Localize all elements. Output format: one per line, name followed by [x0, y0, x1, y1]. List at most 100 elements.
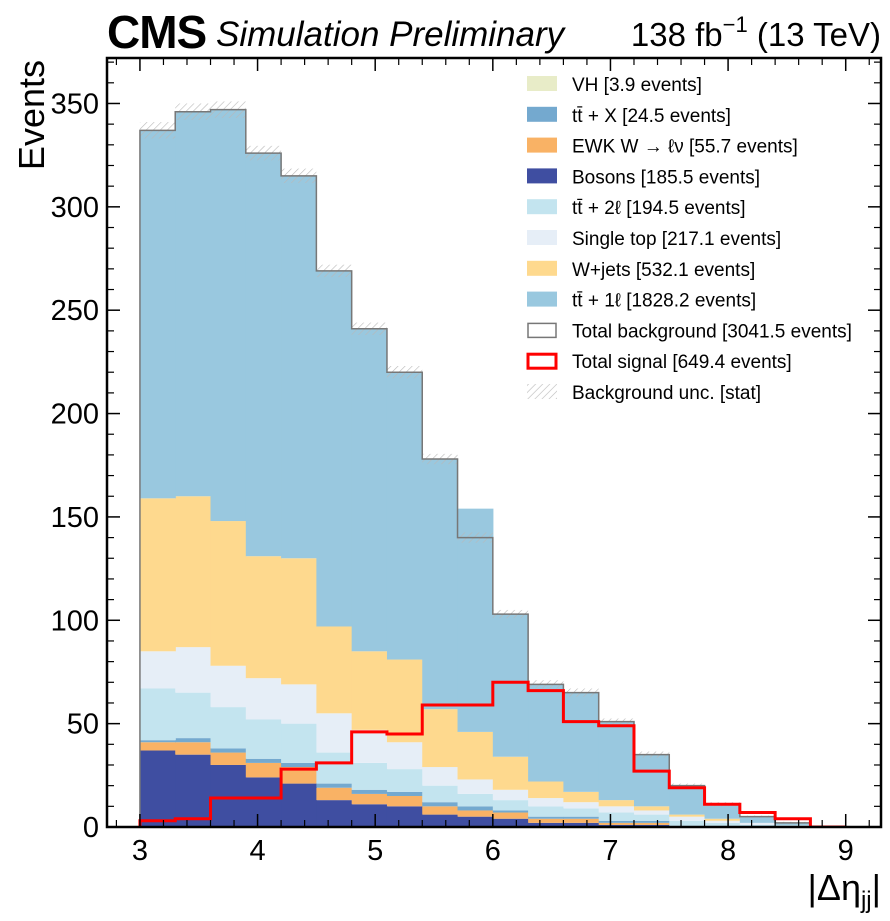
bar-segment: [704, 820, 741, 823]
bar-segment: [139, 130, 176, 499]
bar-segment: [139, 742, 176, 751]
bar-segment: [139, 750, 176, 827]
bar-segment: [598, 800, 635, 807]
bar-segment: [528, 684, 565, 782]
bar-segment: [316, 800, 353, 827]
bar-segment: [457, 816, 494, 827]
bar-segment: [492, 812, 529, 819]
bar-segment: [351, 804, 388, 827]
bar-segment: [633, 754, 670, 807]
bar-segment: [422, 806, 459, 815]
axes: 3 4 5 6 7 8 9 0 50 100 150 200 250 300 350: [51, 56, 883, 867]
x-tick-label: 8: [720, 835, 736, 867]
bar-segment: [528, 822, 565, 827]
x-axis-label: |Δηjj|: [808, 867, 881, 914]
bar-segment: [633, 820, 670, 823]
bar-segment: [316, 270, 353, 627]
legend-label: Total background [3041.5 events]: [572, 321, 852, 342]
bar-segment: [386, 791, 423, 796]
x-tick-label: 5: [367, 835, 383, 867]
plot-frame: [105, 56, 883, 829]
bar-segment: [175, 111, 212, 497]
bar-segment: [563, 802, 600, 809]
x-tick-label: 9: [838, 835, 854, 867]
bar-segment: [175, 647, 212, 693]
bar-segment: [422, 767, 459, 786]
bar-segment: [316, 783, 353, 788]
bar-segment: [175, 692, 212, 739]
legend-label: Total signal [649.4 events]: [572, 352, 792, 373]
status-label: Simulation Preliminary: [216, 15, 567, 54]
bar-segment: [386, 372, 423, 660]
bar-segment: [669, 820, 706, 827]
plot-area: [138, 101, 846, 827]
bar-segment: [492, 614, 529, 757]
bar-segment: [669, 816, 706, 821]
bar-segment: [739, 816, 776, 823]
bar-segment: [598, 806, 635, 813]
bar-segment: [316, 787, 353, 801]
legend-label: Bosons [185.5 events]: [572, 167, 760, 188]
total-signal-line: [138, 680, 846, 827]
x-tick-label: 7: [602, 835, 618, 867]
bar-segment: [457, 806, 494, 811]
legend-swatch: [527, 291, 557, 307]
bar-segment: [386, 742, 423, 770]
bar-segment: [210, 109, 247, 522]
legend-label: tt̄ + 2ℓ [194.5 events]: [572, 198, 746, 219]
bar-segment: [422, 709, 459, 768]
bar-segment: [281, 783, 317, 827]
bar-segment: [175, 754, 212, 827]
legend-swatch: [527, 106, 557, 122]
legend-swatch: [527, 384, 557, 399]
bar-segment: [210, 752, 247, 765]
legend-label: EWK W → ℓν [55.7 events]: [572, 137, 798, 158]
bar-segment: [210, 748, 247, 753]
legend-swatch: [527, 137, 557, 153]
bar-segment: [139, 498, 176, 652]
bar-segment: [386, 806, 423, 827]
bar-segment: [633, 810, 670, 815]
bar-segment: [528, 806, 565, 817]
bar-segment: [598, 820, 635, 823]
y-tick-label: 200: [51, 399, 99, 431]
bar-segment: [351, 328, 388, 652]
bar-segment: [457, 810, 494, 817]
bar-segment: [633, 822, 670, 825]
bar-segment: [210, 665, 247, 708]
bar-segment: [492, 818, 529, 827]
bar-segment: [351, 762, 388, 790]
cms-label: CMS: [107, 6, 206, 58]
x-tick-label: 4: [249, 835, 265, 867]
legend-label: Single top [217.1 events]: [572, 229, 781, 250]
bar-segment: [457, 779, 494, 794]
y-tick-label: 350: [51, 88, 99, 120]
y-tick-label: 150: [51, 502, 99, 534]
bar-segment: [245, 678, 282, 720]
legend-label: Background unc. [stat]: [572, 383, 761, 404]
bar-segment: [245, 762, 282, 778]
y-tick-label: 50: [67, 709, 99, 741]
bar-segment: [139, 651, 176, 689]
bar-segment: [669, 814, 706, 817]
legend-swatch: [527, 260, 557, 276]
bar-segment: [281, 762, 317, 768]
bar-segment: [316, 626, 353, 714]
bar-segment: [210, 521, 247, 666]
bar-segment: [281, 767, 317, 784]
bar-segment: [598, 812, 635, 821]
bar-segment: [704, 804, 741, 819]
bar-segment: [457, 793, 494, 807]
bar-segment: [528, 781, 565, 799]
bar-segment: [175, 742, 212, 755]
bar-segment: [281, 175, 317, 559]
bar-segment: [422, 802, 459, 807]
legend-label: VH [3.9 events]: [572, 75, 702, 96]
bar-segment: [386, 795, 423, 807]
bar-segment: [563, 808, 600, 817]
x-tick-label: 3: [132, 835, 148, 867]
y-tick-label: 0: [83, 812, 99, 844]
legend-swatch: [527, 230, 557, 245]
bar-segment: [245, 777, 282, 827]
